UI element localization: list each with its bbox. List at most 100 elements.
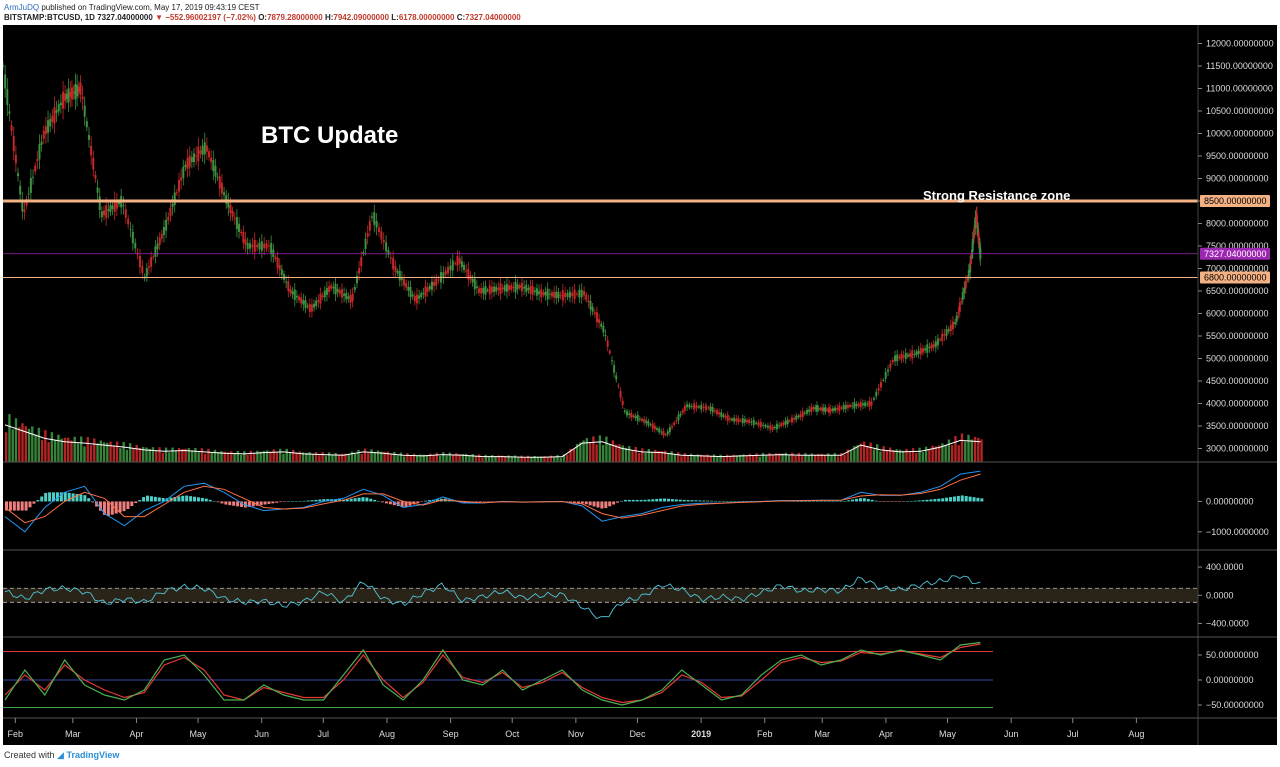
candle-body	[55, 110, 58, 113]
candle-body	[702, 406, 705, 408]
candle-body	[812, 407, 815, 410]
volume-bar	[455, 453, 458, 462]
volume-bar	[843, 454, 846, 462]
candle-body	[891, 359, 894, 363]
volume-bar	[432, 455, 435, 462]
candle-body	[958, 302, 961, 312]
candle-body	[917, 350, 920, 354]
volume-bar	[605, 436, 608, 462]
candle-body	[270, 243, 273, 255]
price-tick-label: 7500.00000000	[1206, 241, 1269, 251]
candle-body	[92, 157, 95, 170]
macd-histogram-bar	[102, 501, 106, 515]
volume-bar	[820, 453, 823, 462]
volume-bar	[889, 447, 892, 462]
cci-band	[3, 588, 1198, 603]
candle-body	[10, 125, 13, 131]
candle-body	[398, 270, 401, 281]
candle-body	[8, 111, 11, 114]
macd-histogram-bar	[710, 500, 714, 502]
macd-histogram-bar	[666, 498, 670, 502]
candle-body	[887, 369, 890, 372]
volume-bar	[752, 455, 755, 462]
macd-histogram-bar	[960, 495, 964, 502]
volume-bar	[800, 456, 804, 462]
macd-histogram-bar	[486, 501, 490, 502]
candle-body	[263, 243, 266, 249]
candle-body	[750, 421, 753, 423]
candle-body	[904, 352, 907, 360]
macd-histogram-bar	[87, 498, 91, 502]
volume-bar	[200, 448, 204, 462]
macd-histogram-bar	[941, 498, 945, 502]
macd-histogram-bar	[925, 499, 929, 502]
volume-bar	[859, 443, 863, 462]
candle-body	[718, 412, 721, 415]
volume-bar	[252, 453, 256, 462]
candle-body	[182, 166, 185, 179]
macd-histogram-bar	[635, 499, 639, 502]
volume-bar	[598, 435, 602, 462]
candle-body	[409, 286, 412, 298]
candle-body	[970, 253, 973, 260]
macd-histogram-bar	[858, 498, 862, 502]
candle-body	[278, 265, 281, 270]
volume-bar	[5, 432, 8, 462]
candle-body	[943, 334, 946, 336]
candle-body	[134, 242, 137, 249]
candle-body	[915, 351, 918, 356]
volume-bar	[44, 430, 47, 462]
volume-bar	[690, 453, 693, 462]
candle-body	[613, 365, 616, 373]
candle-body	[227, 201, 230, 208]
tradingview-brand[interactable]: TradingView	[66, 750, 120, 760]
volume-bar	[882, 446, 885, 462]
candle-body	[90, 145, 93, 156]
macd-histogram-bar	[177, 496, 181, 502]
volume-bar	[582, 440, 585, 462]
macd-histogram-bar	[600, 501, 604, 509]
volume-bar	[83, 446, 86, 462]
macd-histogram-bar	[823, 501, 827, 502]
volume-bar	[334, 453, 337, 462]
candle-body	[173, 192, 176, 206]
author-link[interactable]: ArmJuDQ	[4, 3, 40, 12]
volume-bar	[360, 453, 363, 462]
macd-panel	[4, 470, 984, 533]
candle-body	[218, 176, 221, 189]
volume-bar	[973, 436, 977, 462]
candle-body	[424, 286, 427, 297]
macd-histogram-bar	[216, 501, 220, 503]
volume-bar	[491, 455, 494, 462]
macd-histogram-bar	[279, 501, 283, 503]
candle-body	[377, 227, 380, 233]
cci-panel	[3, 575, 1198, 620]
chart-area[interactable]: BTC Update Strong Resistance zone 12000.0…	[2, 25, 1277, 745]
candle-body	[17, 173, 20, 177]
volume-bar	[125, 449, 129, 462]
candle-body	[595, 312, 598, 323]
candle-body	[293, 289, 296, 301]
volume-bar	[393, 451, 396, 462]
candle-body	[840, 407, 843, 409]
volume-bar	[631, 450, 634, 462]
macd-histogram-bar	[396, 501, 400, 507]
candle-body	[249, 243, 252, 249]
candle-body	[941, 333, 944, 342]
candle-body	[407, 286, 410, 291]
volume-bar	[569, 448, 572, 462]
candle-body	[283, 274, 286, 280]
candle-body	[21, 199, 24, 212]
volume-bar	[709, 456, 713, 462]
chart-svg[interactable]: BTC Update Strong Resistance zone 12000.0…	[2, 25, 1277, 745]
candle-body	[564, 292, 567, 298]
close-value: 7327.04000000	[465, 13, 521, 22]
volume-bar	[624, 447, 628, 462]
candle-body	[724, 416, 727, 418]
candle-body	[969, 260, 972, 264]
volume-bar	[738, 454, 742, 462]
volume-bar	[363, 448, 367, 462]
macd-histogram-bar	[905, 501, 909, 502]
macd-histogram-bar	[702, 500, 706, 502]
candle-body	[330, 285, 333, 289]
